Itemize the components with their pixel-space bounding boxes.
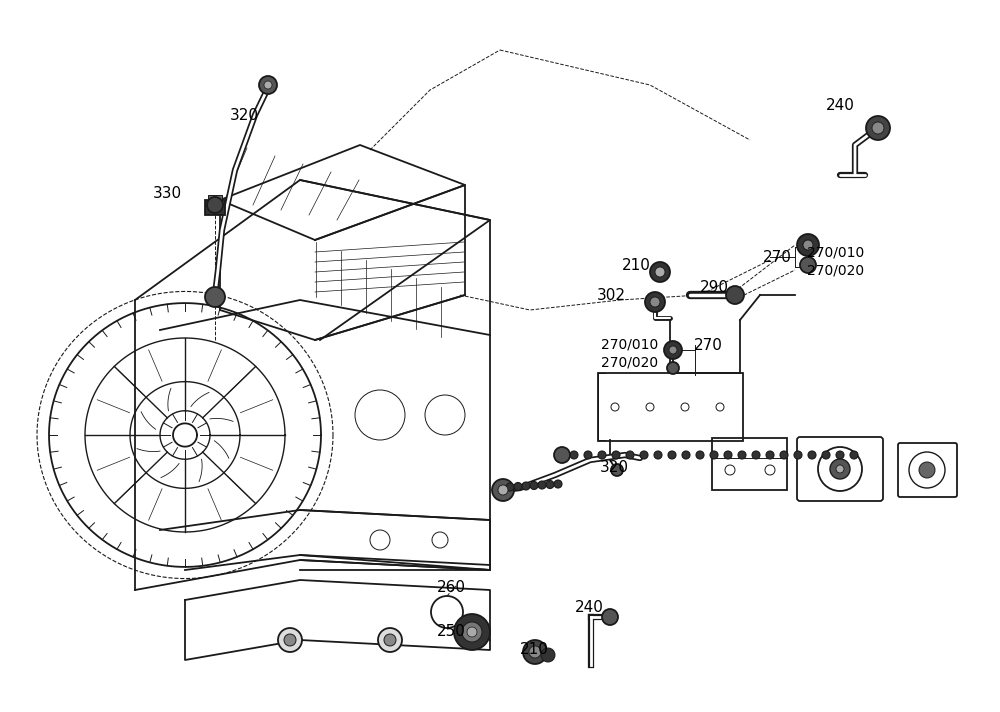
Circle shape [529, 646, 541, 658]
Text: 302: 302 [597, 288, 626, 303]
Circle shape [866, 116, 890, 140]
Circle shape [462, 622, 482, 642]
Bar [598, 373, 743, 441]
Text: 270: 270 [763, 251, 792, 266]
Circle shape [836, 451, 844, 459]
Circle shape [797, 234, 819, 256]
Circle shape [669, 346, 677, 354]
Circle shape [207, 197, 223, 213]
Text: 270/010: 270/010 [601, 338, 658, 352]
Circle shape [514, 483, 522, 491]
Circle shape [584, 451, 592, 459]
Circle shape [655, 267, 665, 277]
Circle shape [523, 640, 547, 664]
Circle shape [803, 240, 813, 250]
Text: 270/020: 270/020 [807, 263, 864, 277]
Circle shape [650, 297, 660, 307]
Bar [712, 438, 787, 490]
Text: 320: 320 [230, 108, 259, 122]
Circle shape [259, 76, 277, 94]
Text: 330: 330 [153, 186, 182, 201]
Circle shape [710, 451, 718, 459]
Circle shape [919, 462, 935, 478]
Text: 240: 240 [575, 600, 604, 615]
Circle shape [682, 451, 690, 459]
Circle shape [378, 628, 402, 652]
Circle shape [492, 479, 514, 501]
Circle shape [570, 451, 578, 459]
Text: 270: 270 [694, 337, 723, 352]
Circle shape [538, 481, 546, 489]
Circle shape [546, 481, 554, 488]
Circle shape [640, 451, 648, 459]
Circle shape [850, 451, 858, 459]
Circle shape [554, 480, 562, 488]
Bar [208, 195, 222, 203]
Circle shape [645, 292, 665, 312]
Circle shape [780, 451, 788, 459]
FancyBboxPatch shape [797, 437, 883, 501]
Circle shape [872, 122, 884, 134]
Circle shape [650, 262, 670, 282]
FancyBboxPatch shape [898, 443, 957, 497]
Circle shape [794, 451, 802, 459]
Circle shape [602, 609, 618, 625]
Text: 290: 290 [700, 281, 729, 295]
Text: 210: 210 [520, 642, 549, 657]
Circle shape [506, 483, 514, 491]
Circle shape [467, 627, 477, 637]
Circle shape [598, 451, 606, 459]
Circle shape [278, 628, 302, 652]
Circle shape [664, 341, 682, 359]
Circle shape [830, 459, 850, 479]
Circle shape [738, 451, 746, 459]
Circle shape [752, 451, 760, 459]
Circle shape [822, 451, 830, 459]
Circle shape [530, 481, 538, 490]
Circle shape [836, 465, 844, 473]
Text: 320: 320 [600, 461, 629, 476]
Circle shape [522, 482, 530, 490]
Text: 270/010: 270/010 [807, 245, 864, 259]
Circle shape [626, 451, 634, 459]
Circle shape [541, 648, 555, 662]
Text: 250: 250 [437, 624, 466, 639]
Circle shape [612, 451, 620, 459]
Circle shape [205, 287, 225, 307]
Circle shape [454, 614, 490, 650]
Circle shape [611, 464, 623, 476]
Circle shape [554, 447, 570, 463]
Circle shape [766, 451, 774, 459]
Circle shape [726, 286, 744, 304]
Circle shape [556, 451, 564, 459]
Bar [205, 200, 225, 215]
Circle shape [668, 451, 676, 459]
Circle shape [667, 362, 679, 374]
Circle shape [264, 81, 272, 89]
Text: 260: 260 [437, 580, 466, 595]
Text: 270/020: 270/020 [601, 356, 658, 370]
Circle shape [498, 485, 508, 495]
Circle shape [384, 634, 396, 646]
Circle shape [724, 451, 732, 459]
Circle shape [800, 257, 816, 273]
Circle shape [654, 451, 662, 459]
Text: 210: 210 [622, 258, 651, 273]
Circle shape [284, 634, 296, 646]
Text: 240: 240 [826, 98, 855, 112]
Circle shape [696, 451, 704, 459]
Circle shape [808, 451, 816, 459]
